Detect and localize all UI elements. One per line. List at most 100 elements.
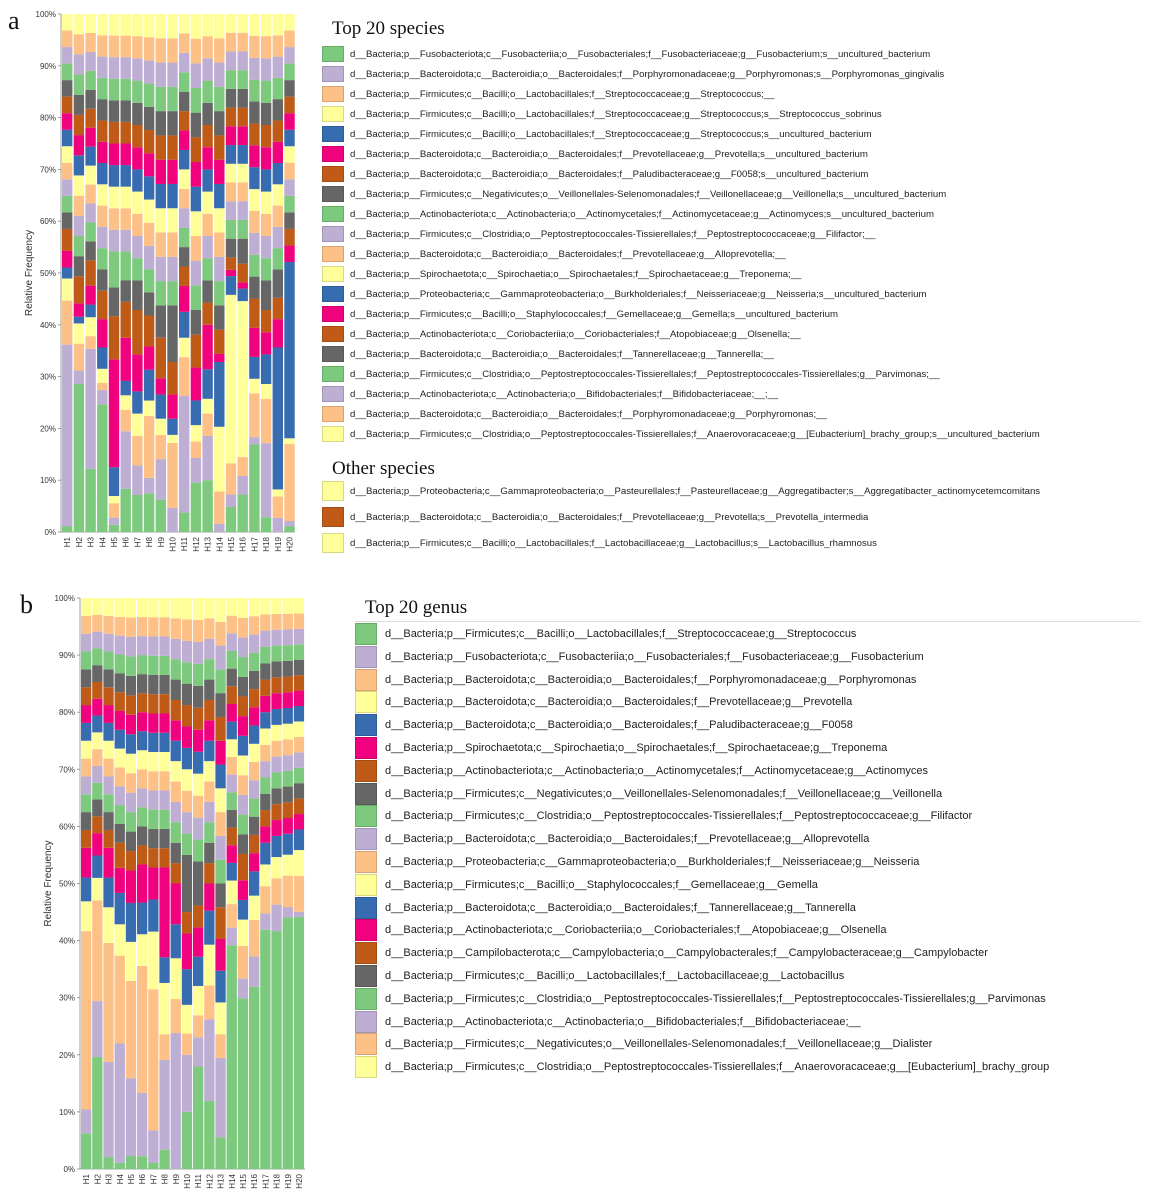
legend-label: d__Bacteria;p__Bacteroidota;c__Bacteroid… [350, 148, 868, 160]
bar-segment [114, 1162, 125, 1169]
bar-segment [190, 63, 202, 88]
bar-segment [214, 491, 225, 524]
bar-segment [179, 337, 190, 358]
bar-segment [260, 14, 272, 37]
bar-segment [81, 740, 92, 759]
bar-segment [114, 635, 125, 655]
legend-label: d__Bacteria;p__Actinobacteriota;c__Actin… [385, 764, 928, 777]
legend-label: d__Bacteria;p__Bacteroidota;c__Bacteroid… [385, 673, 917, 686]
legend-item: d__Bacteria;p__Firmicutes;c__Clostridia;… [355, 1056, 1049, 1079]
bar-segment [225, 32, 237, 52]
bar-segment [148, 694, 159, 714]
bar-segment [214, 232, 225, 257]
bar-segment [202, 369, 213, 399]
legend-item: d__Bacteria;p__Bacteroidota;c__Bacteroid… [322, 166, 868, 182]
bar-segment [73, 343, 85, 371]
bar-segment [260, 384, 272, 399]
x-tick-label: H14 [228, 1173, 237, 1188]
legend-label: d__Bacteria;p__Bacteroidota;c__Bacteroid… [385, 719, 853, 732]
x-tick-label: H20 [295, 1173, 304, 1188]
legend-swatch [355, 623, 377, 645]
y-tick-label: 20% [59, 1051, 75, 1060]
bar-segment [225, 257, 237, 270]
bar-segment [181, 912, 193, 934]
bar-segment [125, 851, 137, 871]
bar-segment [103, 907, 114, 943]
bar-segment [97, 382, 108, 391]
bar-segment [214, 159, 225, 184]
bar-segment [103, 794, 114, 813]
legend-label: d__Bacteria;p__Firmicutes;c__Clostridia;… [385, 810, 973, 823]
bar-segment [271, 645, 282, 662]
bar-segment [225, 276, 237, 295]
legend-label: d__Bacteria;p__Bacteroidota;c__Bacteroid… [350, 248, 786, 260]
bar-segment [190, 88, 202, 113]
bar-segment [108, 517, 120, 525]
bar-segment [170, 883, 181, 925]
bar-segment [193, 905, 204, 928]
bar-segment [120, 143, 131, 166]
bar-segment [249, 57, 260, 80]
bar-segment [167, 305, 178, 363]
legend-label: d__Bacteria;p__Bacteroidota;c__Bacteroid… [385, 833, 870, 846]
bar-segment [284, 146, 295, 163]
bar-segment [103, 669, 114, 688]
bar-segment [204, 761, 215, 782]
bar-segment [132, 102, 143, 125]
bar-segment [260, 761, 271, 778]
bar-segment [260, 728, 271, 745]
bar-segment [249, 327, 260, 357]
y-tick-label: 80% [40, 114, 56, 123]
bar-segment [271, 709, 282, 725]
bar-segment [62, 162, 73, 180]
bar-segment [225, 163, 237, 183]
y-tick-label: 30% [59, 994, 75, 1003]
bar-segment [204, 781, 215, 802]
bar-segment [193, 1066, 204, 1169]
y-tick-label: 50% [40, 269, 56, 278]
legend-swatch [322, 406, 344, 422]
bar-segment [293, 644, 305, 660]
bar-segment [108, 524, 120, 532]
legend-divider [355, 621, 1141, 622]
bar-segment [181, 662, 193, 684]
bar-segment [108, 359, 120, 468]
bar-segment [271, 724, 282, 741]
bar-segment [143, 369, 155, 401]
legend-title-top-20-genus: Top 20 genus [365, 597, 468, 618]
bar-segment [137, 826, 148, 846]
bar-segment [62, 179, 73, 196]
y-tick-label: 60% [59, 822, 75, 831]
legend-item: d__Bacteria;p__Bacteroidota;c__Bacteroid… [322, 246, 786, 262]
bar-segment [137, 636, 148, 656]
x-tick-label: H7 [133, 536, 142, 547]
bar-segment [249, 393, 260, 438]
bar-segment [249, 834, 260, 854]
bar-segment [132, 169, 143, 192]
bar-segment [237, 637, 249, 658]
bar-segment [181, 726, 193, 748]
legend-swatch [322, 481, 344, 501]
bar-segment [202, 147, 213, 170]
bar-segment [120, 337, 131, 381]
bar-segment [120, 57, 131, 79]
bar-segment [73, 14, 85, 35]
legend-swatch [355, 1010, 377, 1033]
x-tick-label: H2 [75, 536, 84, 547]
bar-segment [204, 801, 215, 823]
bar-segment [159, 732, 170, 752]
bar-segment [237, 14, 248, 33]
bar-segment [155, 256, 166, 282]
bar-segment [260, 712, 271, 729]
bar-segment [143, 315, 155, 347]
bar-segment [271, 661, 282, 678]
bar-segment [260, 191, 272, 214]
bar-segment [237, 598, 249, 618]
legend-label: d__Bacteria;p__Proteobacteria;c__Gammapr… [350, 288, 927, 300]
bar-segment [132, 58, 143, 81]
bar-segment [92, 900, 103, 1002]
bar-segment [249, 189, 260, 211]
legend-item: d__Bacteria;p__Proteobacteria;c__Gammapr… [355, 851, 919, 873]
bar-segment [284, 520, 295, 527]
